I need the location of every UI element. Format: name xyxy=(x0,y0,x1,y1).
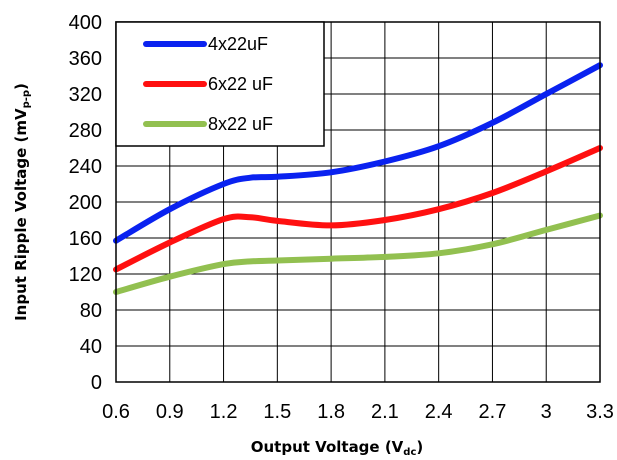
legend-label: 6x22 uF xyxy=(208,74,273,94)
x-tick-label: 2.7 xyxy=(479,401,507,423)
y-tick-label: 240 xyxy=(69,156,102,178)
y-tick-label: 120 xyxy=(69,264,102,286)
x-tick-label: 0.6 xyxy=(102,401,130,423)
x-axis-title-end: ) xyxy=(416,438,423,456)
y-tick-label: 200 xyxy=(69,192,102,214)
legend-label: 4x22uF xyxy=(208,34,268,54)
x-tick-label: 1.8 xyxy=(317,401,345,423)
y-tick-label: 160 xyxy=(69,228,102,250)
x-tick-label: 2.4 xyxy=(425,401,453,423)
y-tick-label: 320 xyxy=(69,84,102,106)
x-tick-label: 0.9 xyxy=(156,401,184,423)
y-tick-label: 360 xyxy=(69,48,102,70)
x-tick-label: 1.2 xyxy=(210,401,238,423)
y-axis-title-end: ) xyxy=(12,83,30,90)
y-tick-label: 40 xyxy=(80,336,102,358)
plot-border xyxy=(115,21,601,383)
series-line-3 xyxy=(113,212,603,295)
x-tick-label: 1.5 xyxy=(263,401,291,423)
series-lines xyxy=(113,62,603,295)
x-axis-title-main: Output Voltage (V xyxy=(251,438,404,456)
y-tick-labels: 0 40 80 120 160 200 240 280 320 360 400 xyxy=(69,12,102,394)
x-tick-label: 3 xyxy=(541,401,552,423)
legend-label: 8x22 uF xyxy=(208,114,273,134)
x-tick-labels: 0.6 0.9 1.2 1.5 1.8 2.1 2.4 2.7 3 3.3 xyxy=(102,401,614,423)
y-axis-title: Input Ripple Voltage (mVp-p) xyxy=(12,83,32,321)
legend: 4x22uF 6x22 uF 8x22 uF xyxy=(115,21,325,147)
series-line-1 xyxy=(113,62,603,244)
y-axis-title-sub: p-p xyxy=(21,90,32,108)
y-tick-label: 0 xyxy=(91,372,102,394)
y-axis-title-main: Input Ripple Voltage (mV xyxy=(12,108,30,321)
y-tick-label: 400 xyxy=(69,12,102,34)
x-tick-label: 3.3 xyxy=(586,401,614,423)
x-axis-title: Output Voltage (Vdc) xyxy=(251,438,424,458)
y-tick-label: 80 xyxy=(80,300,102,322)
y-tick-label: 280 xyxy=(69,120,102,142)
series-line-2 xyxy=(113,145,603,273)
x-tick-label: 2.1 xyxy=(371,401,399,423)
x-axis-title-sub: dc xyxy=(403,447,416,458)
